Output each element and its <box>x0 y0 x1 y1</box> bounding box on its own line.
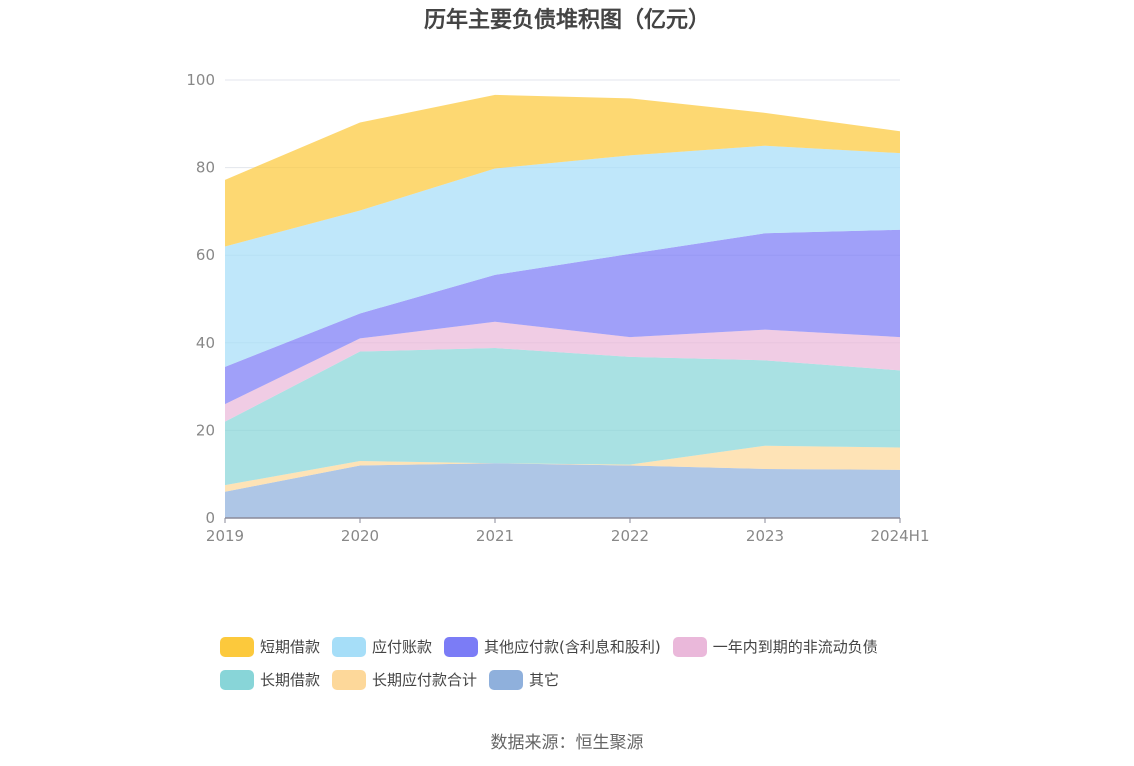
x-tick-label: 2023 <box>746 527 784 545</box>
legend: 短期借款 应付账款 其他应付款(含利息和股利) 一年内到期的非流动负债 长期借款… <box>220 630 980 696</box>
legend-item[interactable]: 一年内到期的非流动负债 <box>672 636 878 657</box>
y-tick-label: 40 <box>196 334 215 352</box>
legend-swatch <box>220 636 254 657</box>
legend-item[interactable]: 长期借款 <box>220 669 320 690</box>
legend-swatch <box>444 636 479 657</box>
legend-label: 长期借款 <box>260 671 321 689</box>
x-tick-label: 2021 <box>476 527 514 545</box>
area-series-一年内到期的非流动负债 <box>225 321 900 422</box>
y-tick-label: 0 <box>205 509 215 527</box>
chart-title: 历年主要负债堆积图（亿元） <box>423 8 710 33</box>
x-tick-label: 2022 <box>611 527 649 545</box>
legend-item[interactable]: 长期应付款合计 <box>332 669 477 690</box>
x-tick-label: 2024H1 <box>871 527 930 545</box>
area-series-长期借款 <box>225 348 900 486</box>
y-tick-label: 80 <box>196 159 215 177</box>
data-source: 数据来源：恒生聚源 <box>490 733 644 753</box>
legend-swatch <box>332 636 367 657</box>
area-series-其他应付款(含利息和股利) <box>225 229 900 405</box>
x-tick-label: 2020 <box>341 527 379 545</box>
area-series <box>225 94 900 518</box>
legend-item[interactable]: 应付账款 <box>332 636 432 657</box>
area-series-短期借款 <box>225 94 900 247</box>
legend-item[interactable]: 短期借款 <box>220 636 320 657</box>
legend-row: 短期借款 应付账款 其他应付款(含利息和股利) 一年内到期的非流动负债 <box>220 630 980 663</box>
area-series-其它 <box>225 463 900 518</box>
area-series-长期应付款合计 <box>225 445 900 492</box>
area-series-应付账款 <box>225 145 900 367</box>
legend-swatch <box>489 669 524 690</box>
legend-label: 短期借款 <box>260 638 321 656</box>
legend-row: 长期借款 长期应付款合计 其它 <box>220 663 980 696</box>
y-tick-label: 60 <box>196 246 215 264</box>
legend-item[interactable]: 其他应付款(含利息和股利) <box>444 636 661 657</box>
legend-label: 其它 <box>529 671 560 689</box>
legend-item[interactable]: 其它 <box>489 669 559 690</box>
y-tick-label: 20 <box>196 421 215 439</box>
legend-swatch <box>220 669 254 690</box>
legend-swatch <box>672 636 707 657</box>
x-tick-label: 2019 <box>206 527 244 545</box>
legend-label: 其他应付款(含利息和股利) <box>484 638 661 656</box>
legend-label: 应付账款 <box>372 638 433 656</box>
legend-swatch <box>332 669 367 690</box>
legend-label: 长期应付款合计 <box>372 671 478 689</box>
axes: 0 20 40 60 80 100 2019 2020 2021 2022 2023 2024H1 <box>186 71 929 545</box>
legend-label: 一年内到期的非流动负债 <box>712 638 878 656</box>
y-tick-label: 100 <box>186 71 215 89</box>
